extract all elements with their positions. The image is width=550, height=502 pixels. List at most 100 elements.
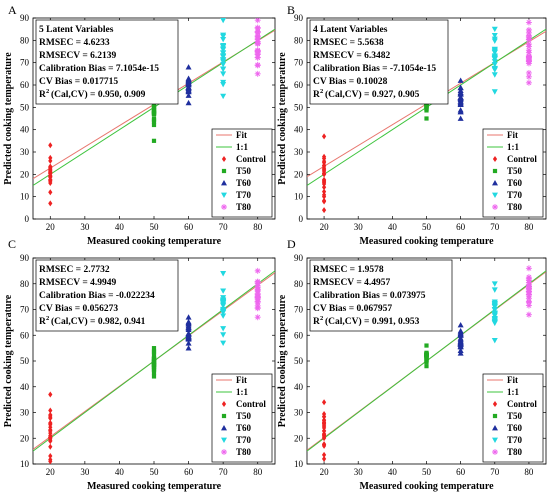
series-t80 [525, 265, 532, 318]
series-t80 [254, 18, 261, 77]
data-point [220, 300, 227, 306]
data-point [221, 180, 227, 186]
legend-entry: T80 [492, 447, 523, 457]
data-point [48, 426, 53, 433]
data-point [525, 295, 532, 302]
legend: Fit 1:1 Control T50 T60 T70 T80 [211, 373, 273, 463]
data-point [424, 116, 429, 121]
x-tick-label: 40 [115, 222, 125, 232]
data-point [525, 32, 532, 39]
data-point [220, 303, 227, 309]
data-point [525, 276, 532, 283]
series-control [321, 399, 327, 462]
stats-line: RMSEC = 1.9578 [313, 265, 384, 275]
y-tick-label: 80 [20, 279, 30, 289]
stats-line: RMSECV = 4.4957 [313, 278, 391, 288]
y-tick-label: 20 [20, 433, 30, 443]
legend: Fit 1:1 Control T50 T60 T70 T80 [211, 128, 273, 218]
data-point [457, 91, 464, 97]
series-t80 [525, 19, 532, 86]
data-point [491, 72, 498, 78]
data-point [492, 413, 498, 419]
series-control [48, 142, 53, 207]
legend: Fit 1:1 Control T50 T60 T70 T80 [482, 373, 544, 463]
stats-box: RMSEC = 2.7732 RMSECV = 4.9949 Calibration… [35, 259, 179, 332]
stats-box-frame [35, 19, 179, 105]
data-point [185, 79, 192, 85]
data-point [321, 198, 327, 205]
data-point [220, 271, 227, 277]
chart-panel-b: B 20 30 40 50 60 70 80 0 10 20 30 40 50 60 70 80 90 Measur… [277, 3, 547, 247]
data-point [220, 44, 227, 50]
panel-label: A [8, 3, 17, 17]
data-point [254, 25, 261, 32]
y-tick-label: 90 [20, 253, 30, 263]
data-point [457, 327, 464, 334]
data-point [321, 193, 327, 200]
data-point [492, 180, 498, 186]
data-point [491, 301, 498, 308]
data-point [254, 54, 261, 61]
legend-label: Control [507, 154, 537, 164]
data-point [48, 168, 53, 175]
legend-entry: T80 [492, 202, 523, 212]
y-tick-label: 50 [294, 102, 304, 112]
x-tick-label: 70 [490, 222, 500, 232]
data-point [220, 340, 227, 346]
plot-content [33, 267, 275, 464]
panel-label: B [287, 3, 295, 17]
data-point [185, 85, 192, 91]
legend-label: 1:1 [507, 142, 519, 152]
data-point [151, 356, 157, 361]
data-point [491, 311, 498, 317]
stats-line: 5 Latent Variables [39, 25, 114, 35]
legend-entry: 1:1 [487, 387, 519, 397]
stats-line: RMSECV = 6.3482 [313, 51, 391, 61]
data-point [457, 101, 464, 107]
stats-line: Calibration Bias = 0.073975 [313, 291, 426, 301]
data-point [221, 449, 227, 455]
data-point [151, 360, 157, 366]
data-point [151, 374, 157, 379]
data-point [525, 49, 532, 56]
series-t60 [457, 321, 464, 356]
stats-line: CV Bias = 0.067957 [313, 304, 392, 314]
data-point [48, 411, 53, 418]
y-tick-label: 70 [20, 58, 30, 68]
x-tick-label: 20 [320, 467, 330, 477]
y-tick-label: 70 [20, 305, 30, 315]
data-point [151, 103, 157, 108]
x-axis-label: Measured cooking temperature [359, 481, 494, 492]
y-tick-label: 30 [294, 147, 304, 157]
data-point [491, 307, 498, 313]
data-point [525, 41, 532, 48]
y-tick-label: 40 [294, 125, 304, 135]
data-point [48, 157, 53, 164]
legend-entry: Fit [216, 130, 247, 140]
y-tick-label: 50 [20, 356, 30, 366]
data-point [321, 423, 327, 430]
data-point [457, 84, 464, 91]
series-control [48, 391, 53, 464]
data-point [321, 455, 327, 462]
data-point [525, 73, 532, 80]
stats-line: Calibration Bias = -0.022234 [39, 291, 155, 301]
y-tick-label: 0 [25, 214, 30, 224]
data-point [151, 122, 157, 128]
legend-entry: Fit [487, 130, 518, 140]
x-tick-label: 80 [253, 222, 263, 232]
x-tick-label: 20 [46, 467, 56, 477]
legend-label: T80 [507, 447, 523, 457]
data-point [151, 138, 157, 143]
data-point [424, 354, 429, 359]
data-point [424, 104, 429, 109]
x-tick-label: 50 [150, 222, 160, 232]
data-point [48, 434, 53, 441]
x-tick-label: 30 [354, 222, 364, 232]
data-point [220, 326, 227, 332]
r2-values: (Cal,CV) = 0.982, 0.941 [51, 316, 146, 327]
data-point [525, 56, 532, 63]
data-point [457, 347, 464, 353]
legend-label: T80 [507, 202, 523, 212]
